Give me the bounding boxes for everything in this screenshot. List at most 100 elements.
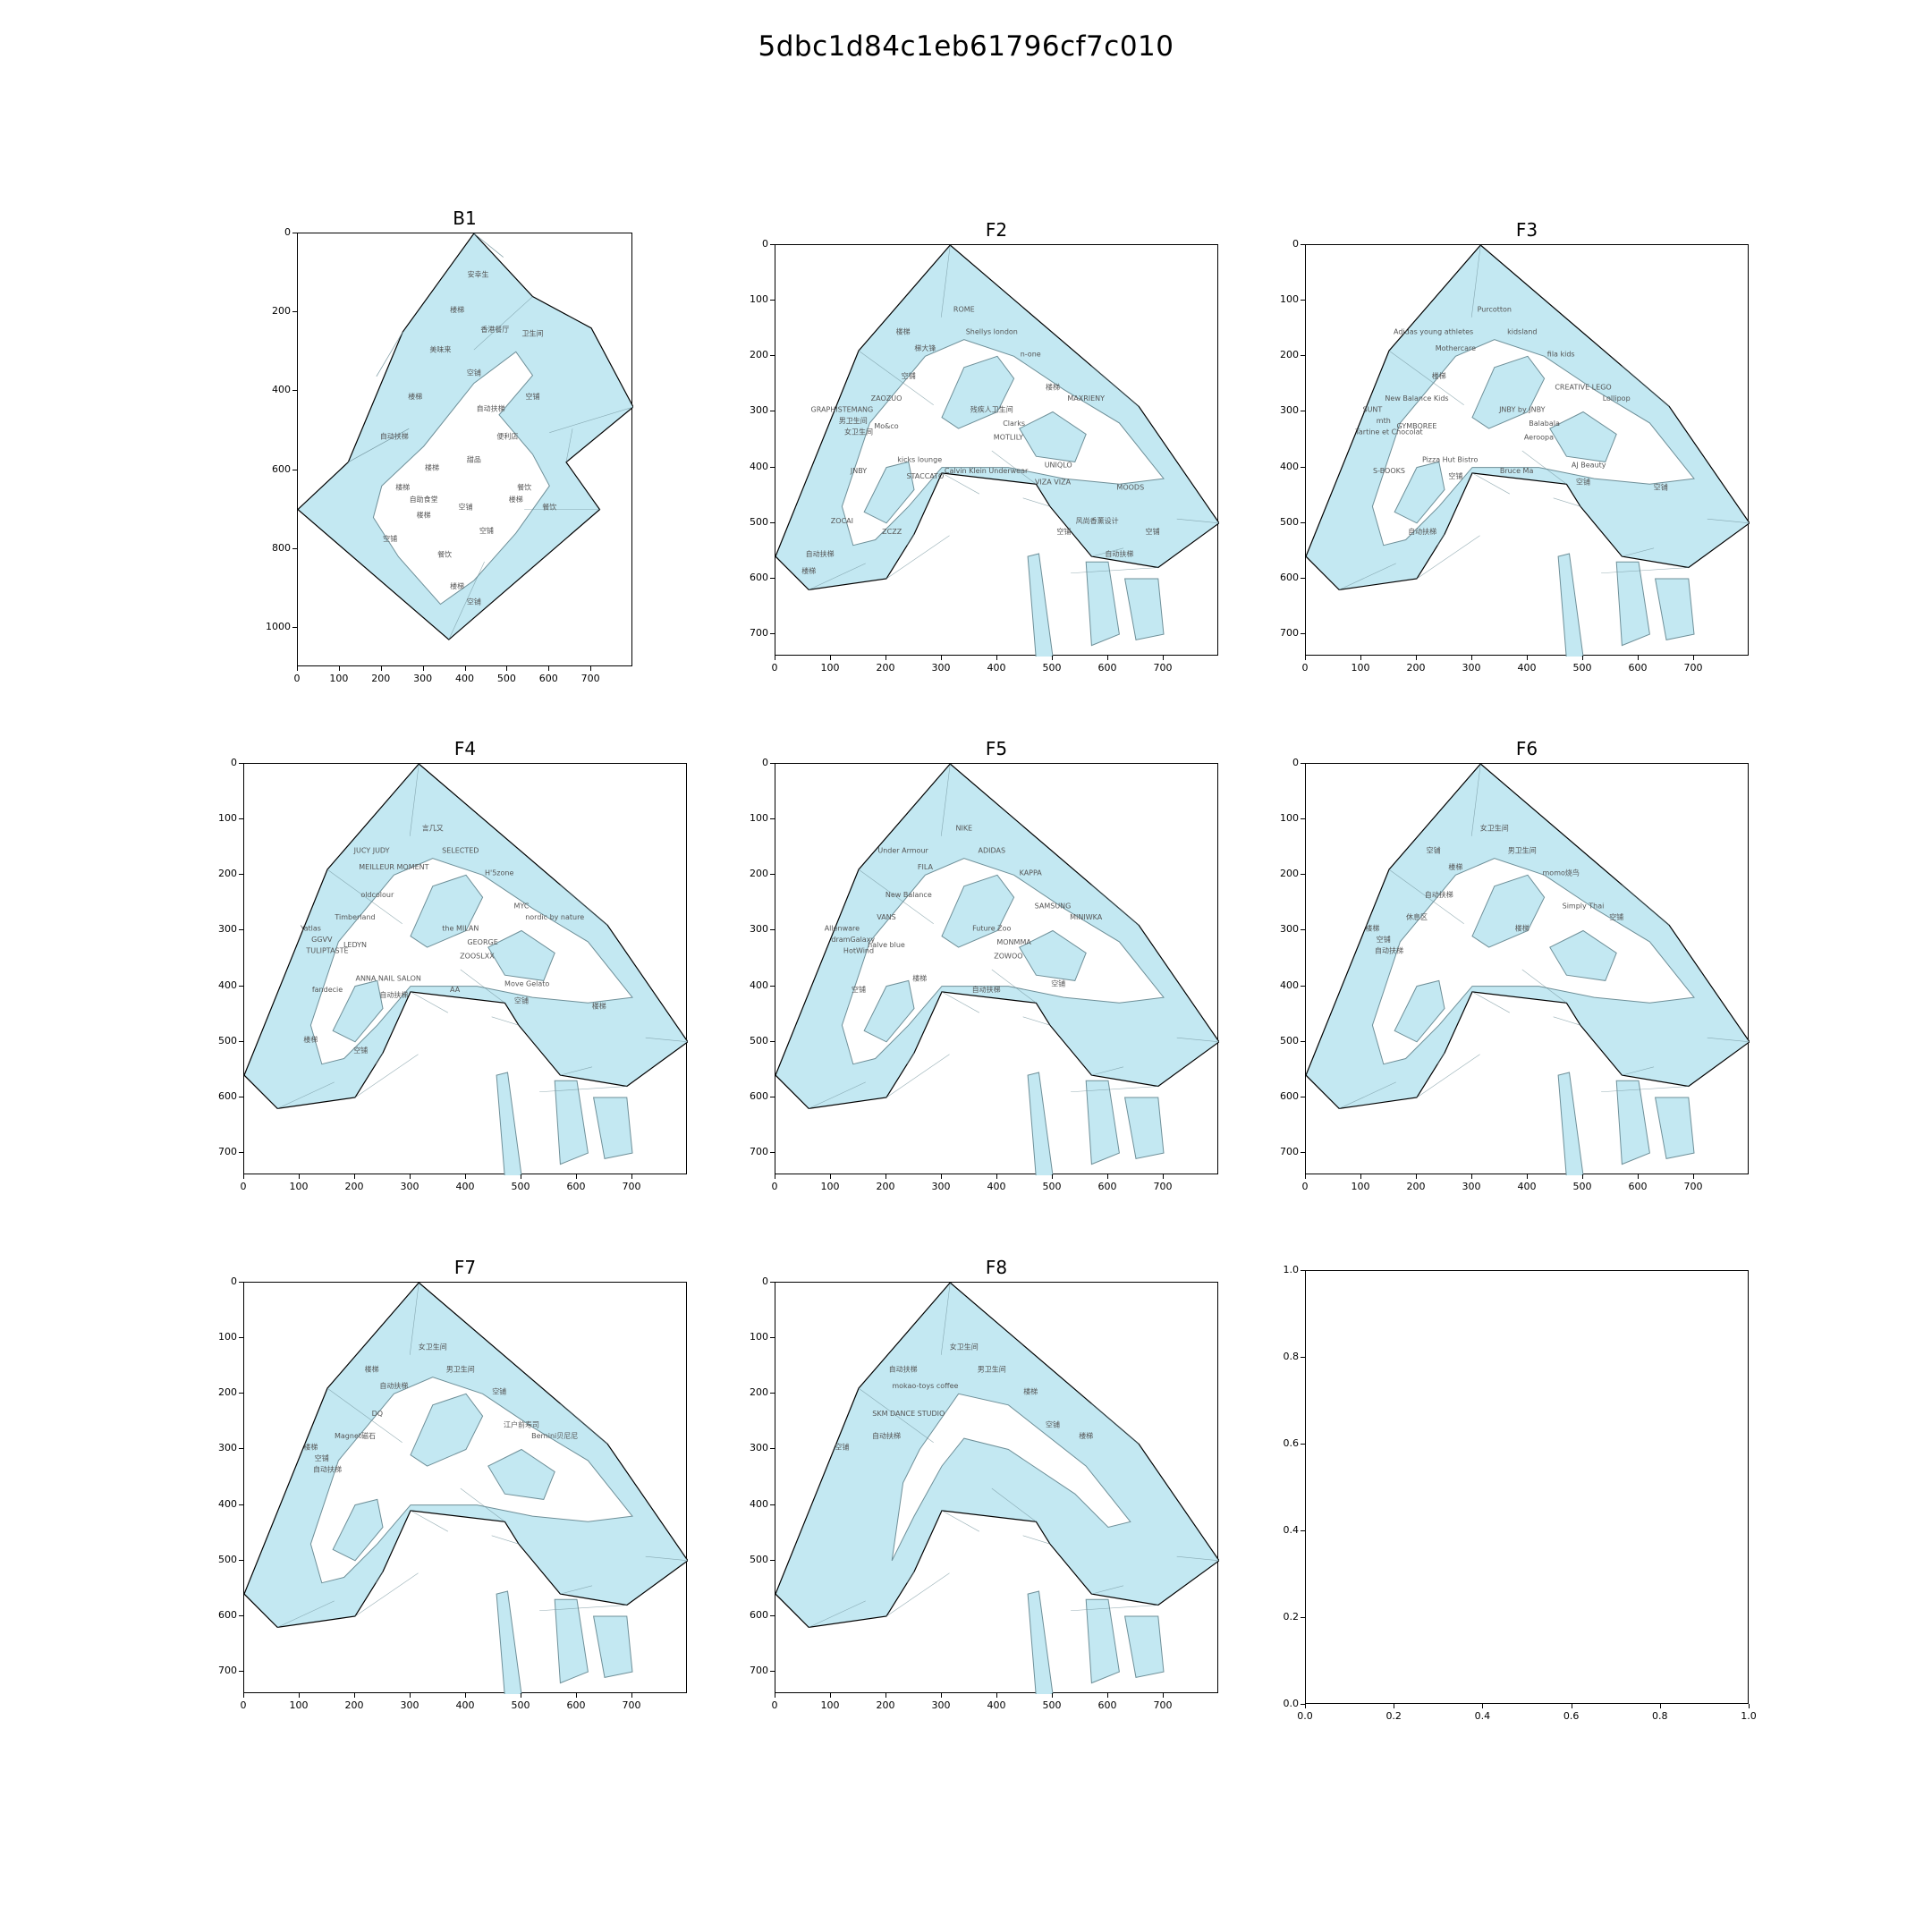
shop-partition xyxy=(1176,1555,1219,1562)
floor-map: 言几又 SELECTED H'5zone JUCY JUDY MEILLEUR MOME… xyxy=(244,764,688,1175)
shop-label: 楼梯 xyxy=(1515,923,1530,932)
x-tick-label: 400 xyxy=(1517,1181,1537,1192)
corridor-extension xyxy=(1124,1097,1165,1159)
shop-label: Purcotton xyxy=(1478,306,1512,314)
shop-label: 梯大锋 xyxy=(914,343,936,352)
x-tick-mark xyxy=(1163,1693,1164,1698)
shop-label: 女卫生间 xyxy=(1480,824,1509,833)
shop-label: FILA xyxy=(918,863,934,871)
x-tick-label: 200 xyxy=(876,1699,895,1711)
shop-label: momo烧鸟 xyxy=(1543,868,1580,877)
shop-label: 楼梯 xyxy=(417,510,431,519)
shop-label: Under Armour xyxy=(877,846,928,854)
shop-partition xyxy=(1601,567,1689,574)
shop-partition xyxy=(410,1510,448,1532)
shop-label: 楼梯 xyxy=(912,973,927,982)
y-tick-mark xyxy=(239,1504,243,1505)
shop-label: kicks lounge xyxy=(897,455,942,463)
shop-label: 女卫生间 xyxy=(844,427,873,436)
plot-area: 女卫生间 男卫生间 楼梯 自动扶梯 mokao-toys coffee SKM DANCE… xyxy=(775,1282,1219,1694)
shop-label: 自动扶梯 xyxy=(379,1381,408,1390)
corridor-extension xyxy=(1124,1615,1165,1678)
shop-label: MEILLEUR MOMENT xyxy=(359,863,428,871)
shop-label: 空铺 xyxy=(1056,527,1071,536)
y-tick-mark xyxy=(1301,1444,1305,1445)
x-tick-mark xyxy=(1107,1174,1108,1179)
shop-label: ZOCAI xyxy=(831,517,853,525)
y-tick-label: 400 xyxy=(750,460,768,472)
shop-partition xyxy=(1707,1037,1750,1043)
x-tick-label: 600 xyxy=(1097,1181,1117,1192)
y-tick-mark xyxy=(770,818,775,820)
y-tick-mark xyxy=(1301,1530,1305,1531)
shop-label: 空铺 xyxy=(315,1453,329,1462)
shop-partition xyxy=(539,1086,627,1093)
walkway xyxy=(841,858,1165,1065)
y-tick-label: 600 xyxy=(1280,571,1299,583)
shop-label: JNBY xyxy=(850,467,867,475)
shop-label: 空铺 xyxy=(1146,527,1160,536)
shop-partition xyxy=(991,1487,1037,1522)
shop-partition xyxy=(1470,245,1481,318)
panel-f5: F5 NIKE ADIDAS KAPPA Under Armour FILA New Bal… xyxy=(750,738,1219,1228)
shop-label: New Balance xyxy=(886,891,932,899)
y-tick-label: 400 xyxy=(1280,460,1299,472)
x-tick-label: 200 xyxy=(876,1181,895,1192)
shop-island xyxy=(941,874,1015,948)
shop-partition xyxy=(1091,365,1140,407)
y-tick-label: 200 xyxy=(218,1386,237,1399)
x-tick-label: 300 xyxy=(400,1181,419,1192)
panel-f7: F7 女卫生间 男卫生间 空铺 楼梯 自动扶梯 DQ 江户前寿司 Bernini贝尼尼 Magne… xyxy=(218,1257,688,1747)
panel-f6: F6 女卫生间 男卫生间 momo烧鸟 空铺 楼梯 自动扶梯 Simply Thai 空铺 休息区… xyxy=(1280,738,1750,1228)
y-tick-mark xyxy=(770,1559,775,1561)
shop-partition xyxy=(1091,884,1140,926)
shop-island xyxy=(1549,411,1617,462)
x-tick-label: 300 xyxy=(931,662,951,674)
x-tick-mark xyxy=(1360,656,1361,660)
shop-label: 楼梯 xyxy=(896,326,911,335)
y-tick-mark xyxy=(770,1393,775,1394)
x-tick-label: 700 xyxy=(622,1181,641,1192)
shop-label: 楼梯 xyxy=(1079,1431,1093,1440)
shop-label: GRAPHISTEMANG xyxy=(811,405,874,413)
shop-label: Adidas young athletes xyxy=(1394,327,1473,335)
y-tick-mark xyxy=(770,466,775,468)
y-tick-label: 500 xyxy=(750,1034,768,1046)
x-tick-label: 500 xyxy=(1572,662,1592,674)
shop-label: Balabala xyxy=(1529,419,1560,428)
shop-partition xyxy=(460,969,505,1004)
y-tick-label: 700 xyxy=(1280,627,1299,640)
y-tick-mark xyxy=(770,874,775,876)
shop-label: 男卫生间 xyxy=(978,1364,1006,1373)
shop-label: 自动扶梯 xyxy=(1408,527,1436,536)
shop-partition xyxy=(354,1572,419,1617)
shop-label: fila kids xyxy=(1547,350,1575,358)
x-tick-mark xyxy=(465,1693,466,1698)
x-tick-mark xyxy=(1107,656,1108,660)
shop-label: MAXRIENY xyxy=(1067,394,1105,402)
y-tick-mark xyxy=(1301,874,1305,876)
panel-title: F6 xyxy=(1515,738,1538,759)
x-tick-mark xyxy=(299,1174,300,1179)
shop-partition xyxy=(1091,1402,1140,1445)
x-tick-mark xyxy=(1659,1704,1661,1708)
y-tick-label: 700 xyxy=(750,1665,768,1677)
shop-partition xyxy=(473,296,533,351)
y-tick-mark xyxy=(239,1282,243,1283)
shop-label: 女卫生间 xyxy=(419,1343,447,1352)
shop-label: SELECTED xyxy=(442,846,479,854)
x-tick-label: 0 xyxy=(1301,662,1309,674)
shop-label: 餐饮 xyxy=(437,550,452,559)
shop-island xyxy=(1471,355,1546,429)
shop-island xyxy=(410,874,484,948)
shop-partition xyxy=(906,534,915,546)
panel-title: F5 xyxy=(985,738,1008,759)
x-tick-mark xyxy=(1527,1174,1528,1179)
y-tick-label: 0 xyxy=(762,757,768,768)
shop-label: TULIPTASTE xyxy=(305,946,348,954)
y-tick-label: 500 xyxy=(1280,515,1299,528)
shop-label: dramGalaxy xyxy=(831,936,875,944)
shop-partition xyxy=(277,1081,335,1109)
shop-label: Tartine et Chocolat xyxy=(1354,428,1422,436)
